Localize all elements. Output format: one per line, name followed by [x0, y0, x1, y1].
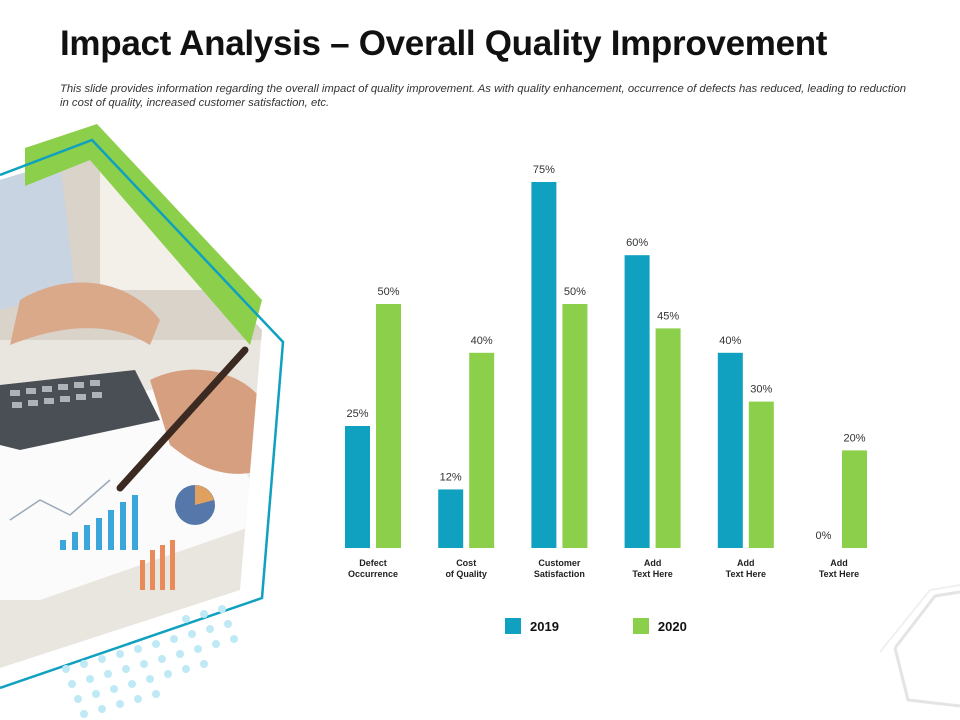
legend-label-2019: 2019	[530, 618, 559, 634]
data-label-2020-2: 50%	[564, 286, 586, 298]
bar-2019-2	[531, 182, 557, 548]
category-label-1-line-0: Cost	[456, 558, 476, 568]
legend-label-2020: 2020	[657, 618, 687, 634]
category-label-5-line-1: Text Here	[819, 569, 859, 579]
data-label-2019-0: 25%	[346, 408, 368, 420]
category-label-5-line-0: Add	[830, 558, 848, 568]
legend-item-2020: 2020	[632, 618, 687, 634]
bar-2020-2	[562, 304, 588, 548]
bar-2020-5	[842, 450, 867, 548]
category-label-3-line-1: Text Here	[632, 569, 672, 579]
page-title: Impact Analysis – Overall Quality Improv…	[60, 24, 828, 63]
bar-2020-1	[469, 352, 495, 548]
legend-item-2019: 2019	[505, 618, 559, 634]
category-label-2-line-0: Customer	[538, 558, 581, 568]
category-label-0-line-0: Defect	[359, 558, 387, 568]
data-label-2019-5: 0%	[816, 530, 832, 542]
page-subtitle: This slide provides information regardin…	[60, 83, 907, 109]
category-label-0-line-1: Occurrence	[348, 569, 398, 579]
data-label-2020-5: 20%	[843, 432, 865, 444]
bar-2019-3	[624, 255, 650, 548]
bar-2019-4	[717, 352, 743, 548]
category-label-4-line-0: Add	[737, 558, 755, 568]
data-label-2019-3: 60%	[626, 237, 648, 249]
bar-2020-0	[376, 304, 401, 548]
category-label-2-line-1: Satisfaction	[534, 569, 585, 579]
data-label-2020-3: 45%	[657, 310, 679, 322]
bar-2020-4	[748, 401, 774, 548]
data-label-2020-4: 30%	[750, 384, 772, 396]
legend-swatch-2020	[632, 618, 649, 634]
bar-2019-0	[345, 426, 370, 548]
data-label-2020-1: 40%	[471, 335, 493, 347]
data-label-2019-1: 12%	[440, 471, 462, 483]
category-label-1-line-1: of Quality	[445, 569, 487, 579]
data-label-2019-2: 75%	[533, 164, 555, 176]
category-label-4-line-1: Text Here	[726, 569, 766, 579]
dot-pattern	[62, 605, 238, 718]
legend-swatch-2019	[505, 618, 521, 634]
data-label-2019-4: 40%	[719, 335, 741, 347]
bar-2019-1	[438, 489, 464, 548]
chart-legend: 2019 2020	[505, 617, 761, 635]
category-label-3-line-0: Add	[644, 558, 662, 568]
data-label-2020-0: 50%	[377, 286, 399, 298]
bar-2020-3	[655, 328, 681, 548]
